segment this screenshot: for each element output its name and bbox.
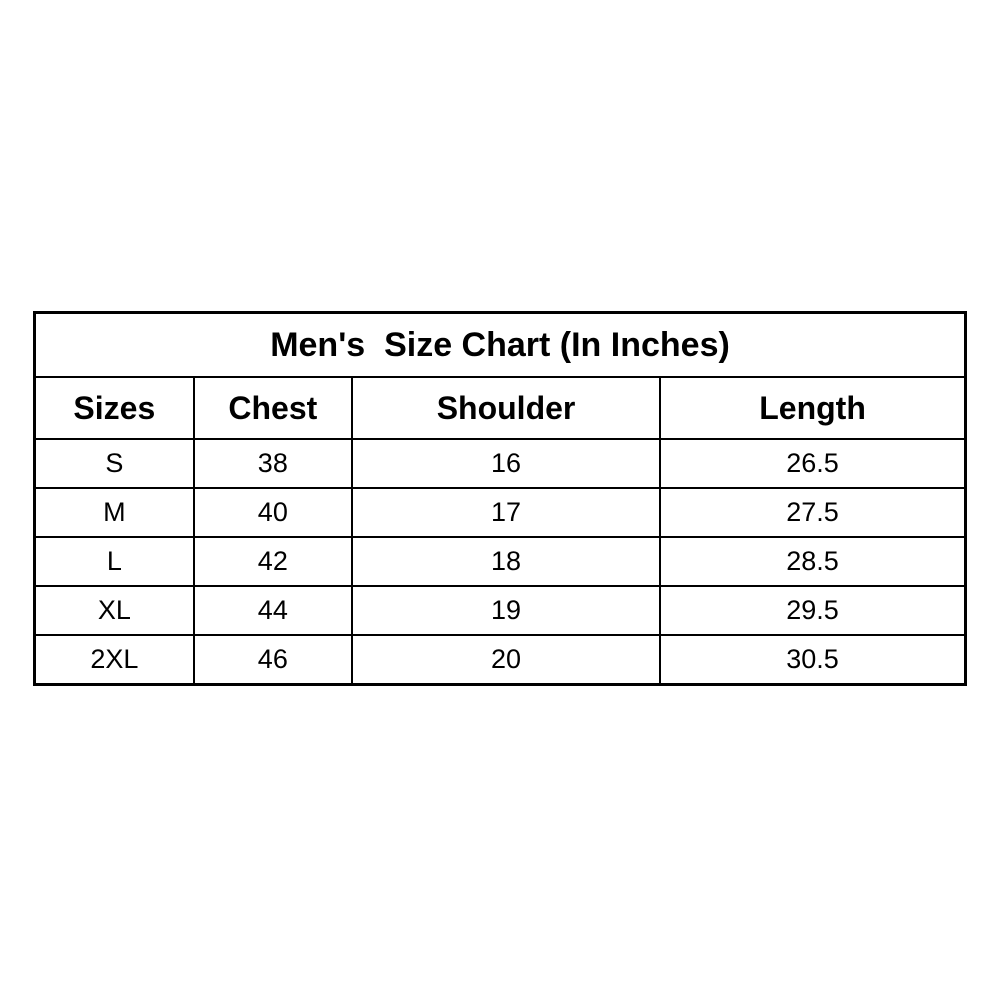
size-chart-table: Men's Size Chart (In Inches) Sizes Chest… bbox=[33, 311, 967, 686]
cell-chest: 42 bbox=[192, 536, 353, 587]
cell-length: 28.5 bbox=[659, 536, 967, 587]
cell-size: M bbox=[33, 487, 195, 538]
cell-length: 30.5 bbox=[659, 634, 967, 686]
cell-shoulder: 20 bbox=[350, 634, 662, 686]
cell-shoulder: 19 bbox=[350, 585, 662, 636]
table-row: M 40 17 27.5 bbox=[33, 487, 967, 538]
cell-length: 26.5 bbox=[659, 438, 967, 489]
column-header-sizes: Sizes bbox=[33, 376, 195, 440]
table-row: XL 44 19 29.5 bbox=[33, 585, 967, 636]
table-row: L 42 18 28.5 bbox=[33, 536, 967, 587]
cell-chest: 38 bbox=[192, 438, 353, 489]
cell-chest: 44 bbox=[192, 585, 353, 636]
table-row: S 38 16 26.5 bbox=[33, 438, 967, 489]
table-title: Men's Size Chart (In Inches) bbox=[33, 311, 967, 378]
header-row: Sizes Chest Shoulder Length bbox=[33, 376, 967, 440]
table-row: 2XL 46 20 30.5 bbox=[33, 634, 967, 686]
cell-shoulder: 18 bbox=[350, 536, 662, 587]
cell-size: XL bbox=[33, 585, 195, 636]
cell-length: 29.5 bbox=[659, 585, 967, 636]
column-header-length: Length bbox=[659, 376, 967, 440]
cell-length: 27.5 bbox=[659, 487, 967, 538]
column-header-shoulder: Shoulder bbox=[350, 376, 662, 440]
cell-chest: 40 bbox=[192, 487, 353, 538]
cell-size: L bbox=[33, 536, 195, 587]
cell-size: S bbox=[33, 438, 195, 489]
column-header-chest: Chest bbox=[192, 376, 353, 440]
cell-chest: 46 bbox=[192, 634, 353, 686]
cell-shoulder: 17 bbox=[350, 487, 662, 538]
cell-size: 2XL bbox=[33, 634, 195, 686]
title-row: Men's Size Chart (In Inches) bbox=[33, 311, 967, 378]
cell-shoulder: 16 bbox=[350, 438, 662, 489]
